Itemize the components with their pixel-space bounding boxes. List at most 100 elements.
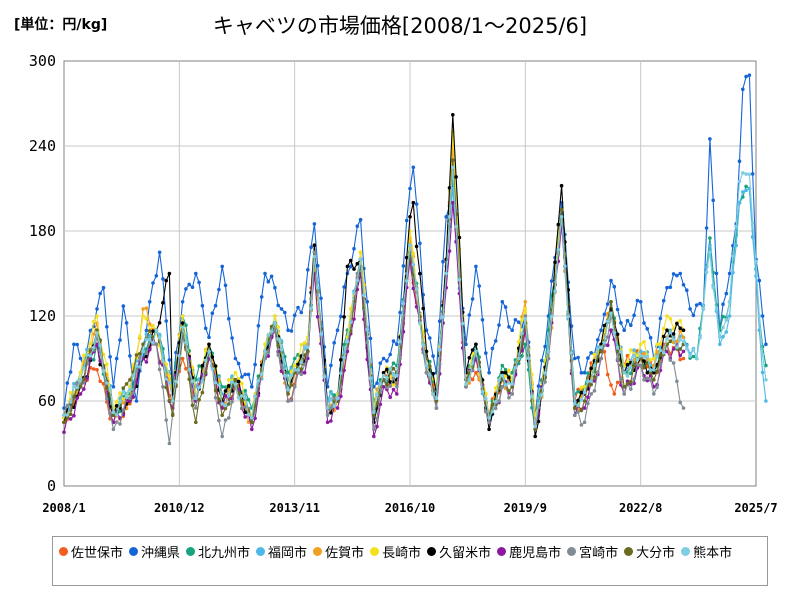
data-point: [85, 353, 89, 357]
data-point: [467, 313, 472, 317]
data-point: [227, 416, 231, 420]
data-point: [329, 363, 333, 368]
data-point: [358, 257, 363, 262]
data-point: [652, 370, 656, 375]
data-point: [111, 413, 116, 418]
data-point: [625, 362, 630, 367]
data-point: [144, 306, 149, 311]
data-point: [253, 416, 257, 421]
x-tick-label: 2016/10: [385, 501, 436, 515]
data-point: [642, 321, 646, 325]
data-point: [721, 325, 725, 330]
data-point: [286, 399, 290, 403]
data-point: [296, 367, 300, 372]
data-point: [82, 377, 86, 382]
data-point: [652, 368, 656, 372]
data-point: [385, 376, 389, 380]
data-point: [283, 373, 287, 378]
data-point: [243, 396, 247, 400]
data-point: [576, 398, 580, 403]
data-point: [642, 365, 646, 370]
x-tick-label: 2010/12: [154, 501, 205, 515]
legend-marker: [59, 546, 68, 556]
data-point: [678, 357, 682, 362]
data-point: [724, 318, 729, 322]
data-point: [190, 379, 195, 384]
data-point: [131, 391, 135, 395]
data-point: [523, 314, 528, 318]
data-point: [592, 352, 597, 357]
data-point: [177, 354, 182, 358]
data-point: [118, 391, 122, 395]
data-point: [579, 371, 584, 375]
data-point: [612, 392, 617, 396]
data-point: [273, 285, 277, 290]
data-point: [217, 418, 221, 423]
data-point: [388, 395, 393, 400]
data-point: [596, 338, 600, 342]
data-point: [398, 310, 402, 315]
data-point: [655, 349, 659, 354]
data-point: [164, 418, 168, 422]
data-point: [269, 324, 274, 329]
data-point: [385, 367, 389, 372]
data-point: [424, 363, 429, 368]
data-point: [457, 235, 462, 240]
data-point: [629, 387, 633, 391]
data-point: [619, 350, 623, 354]
legend-label: 佐世保市: [71, 545, 124, 561]
data-point: [227, 384, 231, 388]
data-point: [276, 303, 281, 308]
data-point: [78, 370, 83, 375]
data-point: [760, 370, 765, 375]
data-point: [319, 332, 323, 336]
data-point: [82, 353, 86, 358]
data-point: [302, 300, 307, 304]
data-point: [210, 367, 215, 371]
data-point: [414, 244, 419, 249]
data-point: [467, 381, 472, 385]
data-point: [454, 224, 458, 229]
data-point: [91, 332, 96, 336]
data-point: [671, 361, 676, 365]
data-point: [243, 372, 247, 377]
data-point: [161, 358, 165, 363]
data-point: [227, 378, 231, 382]
data-point: [638, 363, 643, 368]
data-point: [566, 314, 570, 319]
data-point: [609, 383, 613, 387]
data-point: [434, 406, 439, 410]
data-point: [292, 313, 297, 318]
data-point: [309, 307, 313, 311]
data-point: [454, 175, 458, 179]
data-point: [434, 399, 439, 403]
data-point: [424, 370, 429, 375]
data-point: [744, 74, 748, 79]
data-point: [681, 406, 686, 410]
data-point: [764, 342, 768, 347]
data-point: [523, 317, 528, 321]
data-point: [141, 307, 145, 311]
data-point: [704, 270, 709, 275]
data-point: [737, 200, 742, 205]
data-point: [586, 395, 590, 400]
data-point: [114, 400, 119, 404]
data-point: [95, 328, 99, 333]
data-point: [589, 351, 593, 355]
data-point: [372, 410, 376, 415]
series-line: [63, 74, 767, 416]
data-point: [302, 353, 307, 357]
legend-label: 長崎市: [382, 545, 422, 561]
data-point: [240, 399, 244, 403]
data-point: [408, 243, 412, 247]
data-point: [246, 372, 251, 377]
data-point: [490, 346, 495, 351]
data-point: [467, 378, 472, 382]
data-point: [236, 379, 241, 384]
series-line: [63, 167, 767, 427]
data-point: [638, 353, 643, 358]
data-point: [352, 291, 356, 296]
data-point: [638, 300, 643, 304]
data-point: [296, 362, 300, 367]
data-point: [98, 343, 102, 347]
